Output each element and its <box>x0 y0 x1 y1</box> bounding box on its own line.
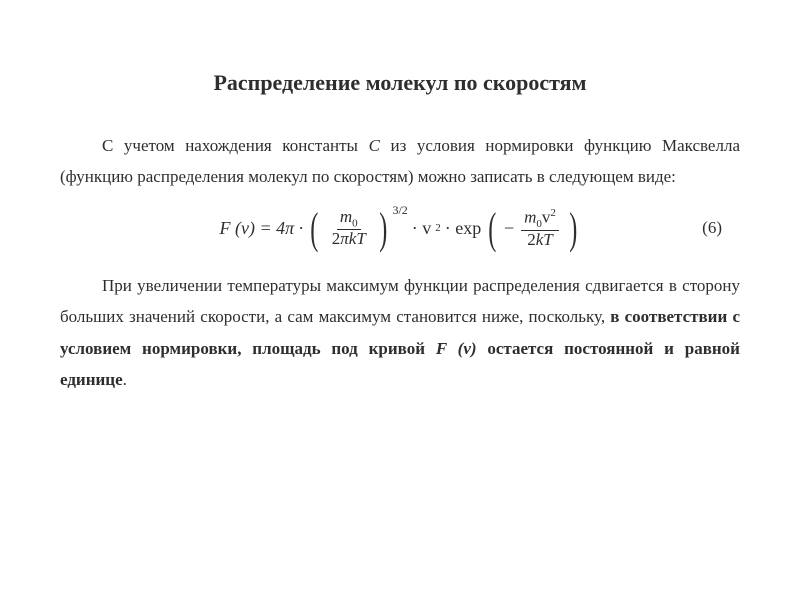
paren-right-1: ) <box>379 211 387 246</box>
fraction-2: m0v2 2kT <box>521 207 559 250</box>
para1-text-a: С учетом нахождения константы <box>102 136 369 155</box>
fraction-1: m0 2πkT <box>329 208 369 249</box>
page: Распределение молекул по скоростям С уче… <box>0 0 800 443</box>
constant-C: C <box>369 136 380 155</box>
frac1-den-2pi: 2πkT <box>332 229 366 248</box>
para2-dot: . <box>123 370 127 389</box>
eq-lhs: F (v) = 4π · <box>219 218 303 239</box>
v-squared: 2 <box>435 222 441 234</box>
paragraph-1: С учетом нахождения константы C из услов… <box>60 130 740 193</box>
frac1-num-m: m <box>340 207 352 226</box>
equation-number: (6) <box>702 218 722 238</box>
frac2-num-m: m <box>524 208 536 227</box>
page-title: Распределение молекул по скоростям <box>60 70 740 96</box>
paren-right-2: ) <box>569 211 577 246</box>
para2-unit: единице <box>60 370 123 389</box>
frac1-num-sub: 0 <box>352 217 358 229</box>
paren-left-1: ( <box>310 211 318 246</box>
eq-dot-v: · v <box>412 218 432 239</box>
exponent-3-2: 3/2 <box>392 203 407 218</box>
eq-exp-label: · exp <box>445 218 481 239</box>
equation-row: F (v) = 4π · ( m0 2πkT ) 3/2 · v2 · exp … <box>60 207 740 250</box>
para2-Fv: F (v) <box>436 339 477 358</box>
para2-text-b: остается постоянной и равной <box>477 339 740 358</box>
paren-left-2: ( <box>489 211 497 246</box>
frac2-num-sq: 2 <box>550 207 556 219</box>
paragraph-2: При увеличении температуры максимум функ… <box>60 270 740 396</box>
equation-6: F (v) = 4π · ( m0 2πkT ) 3/2 · v2 · exp … <box>219 207 580 250</box>
frac2-den: 2kT <box>527 230 553 249</box>
minus-sign: − <box>504 218 514 239</box>
